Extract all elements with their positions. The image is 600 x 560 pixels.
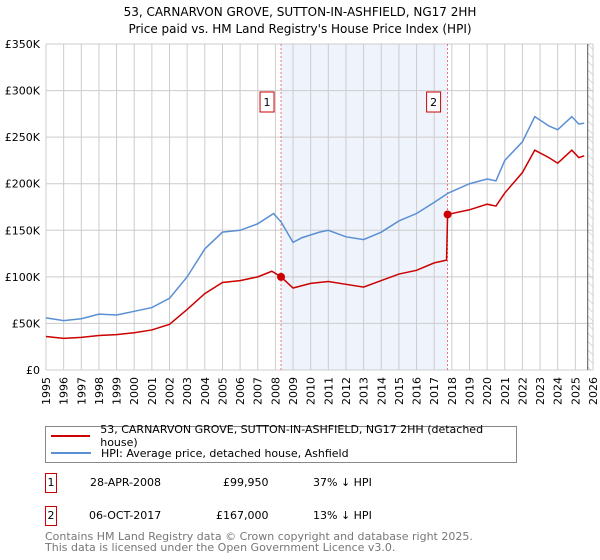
transaction-badge: 2 [45,506,57,526]
sale-badge-label: 1 [264,96,271,109]
shaded-period [281,44,448,370]
x-tick-label: 2026 [587,377,600,405]
x-tick-label: 2023 [534,377,547,405]
transaction-hpi: 13% ↓ HPI [313,509,372,522]
x-tick-label: 1999 [111,377,124,405]
x-tick-label: 2017 [428,377,441,405]
x-tick-label: 2025 [569,377,582,405]
x-tick-label: 2021 [499,377,512,405]
x-tick-label: 1995 [40,377,53,405]
y-tick-label: £300K [5,85,41,98]
transaction-row: 1 28-APR-2008 £99,950 37% ↓ HPI [45,473,545,493]
footer-licence: This data is licensed under the Open Gov… [45,541,396,554]
y-tick-label: £150K [5,224,41,237]
x-tick-label: 1997 [75,377,88,405]
forecast-hatch [587,44,593,370]
legend-label: HPI: Average price, detached house, Ashf… [101,446,349,460]
x-tick-label: 2024 [552,377,565,405]
legend-red-line [51,435,91,437]
x-tick-label: 2013 [358,377,371,405]
x-tick-label: 2015 [393,377,406,405]
x-tick-label: 1998 [93,377,106,405]
chart-subtitle: Price paid vs. HM Land Registry's House … [128,22,471,36]
y-tick-label: £200K [5,178,41,191]
x-tick-label: 2012 [340,377,353,405]
legend-item-property: 53, CARNARVON GROVE, SUTTON-IN-ASHFIELD,… [46,423,516,449]
x-tick-label: 2022 [516,377,529,405]
chart-title: 53, CARNARVON GROVE, SUTTON-IN-ASHFIELD,… [124,5,477,19]
x-tick-label: 2008 [269,377,282,405]
x-tick-label: 2011 [322,377,335,405]
y-tick-label: £250K [5,131,41,144]
legend-label: 53, CARNARVON GROVE, SUTTON-IN-ASHFIELD,… [100,423,484,449]
legend-blue-line [51,452,91,454]
x-tick-label: 2009 [287,377,300,405]
x-tick-label: 2005 [216,377,229,405]
x-tick-label: 2010 [305,377,318,405]
x-tick-label: 2016 [411,377,424,405]
x-tick-label: 2007 [252,377,265,405]
x-tick-label: 2000 [128,377,141,405]
x-tick-label: 2004 [199,377,212,405]
x-tick-label: 2003 [181,377,194,405]
footer-copyright: Contains HM Land Registry data © Crown c… [45,530,473,543]
sale-badge [259,91,275,113]
series-line [45,115,585,322]
transaction-date: 28-APR-2008 [90,476,162,489]
legend-item-hpi: HPI: Average price, detached house, Ashf… [46,445,349,461]
x-tick-label: 2019 [463,377,476,405]
y-tick-label: £0 [26,364,40,377]
price-chart: 53, CARNARVON GROVE, SUTTON-IN-ASHFIELD,… [5,5,600,405]
transaction-badge: 1 [45,473,57,493]
legend: 53, CARNARVON GROVE, SUTTON-IN-ASHFIELD,… [45,423,517,463]
transaction-price: £99,950 [223,476,269,489]
y-tick-label: £350K [5,38,41,51]
sale-badge-label: 2 [430,96,437,109]
transaction-price: £167,000 [216,509,269,522]
x-tick-label: 2014 [375,377,388,405]
x-tick-label: 2020 [481,377,494,405]
x-tick-label: 2006 [234,377,247,405]
transaction-hpi: 37% ↓ HPI [313,476,372,489]
x-tick-label: 1996 [58,377,71,405]
transaction-date: 06-OCT-2017 [89,509,162,522]
x-tick-label: 2001 [146,377,159,405]
y-tick-label: £50K [12,317,41,330]
y-tick-label: £100K [5,271,41,284]
series-line [45,149,585,340]
sale-point [277,272,286,281]
sale-point [443,210,452,219]
x-tick-label: 2018 [446,377,459,405]
sale-badge [426,91,442,113]
transaction-row: 2 06-OCT-2017 £167,000 13% ↓ HPI [45,506,545,526]
x-tick-label: 2002 [164,377,177,405]
